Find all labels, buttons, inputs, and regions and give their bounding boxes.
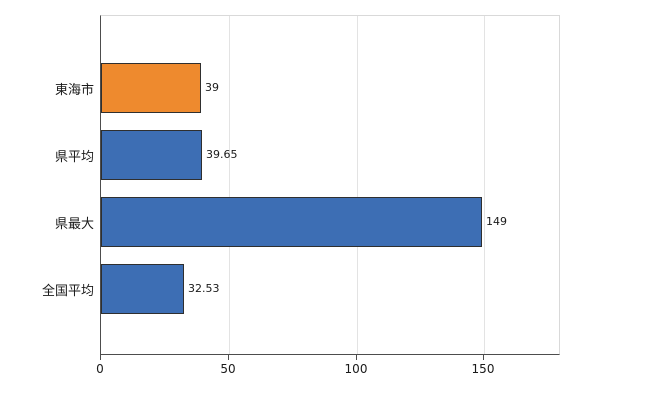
x-tick-mark [228,355,229,360]
x-tick-label: 100 [344,362,368,376]
gridline [484,16,485,354]
value-label: 39 [205,81,219,94]
x-tick-label: 150 [471,362,495,376]
bar-0 [101,63,201,113]
value-label: 32.53 [188,282,220,295]
bar-3 [101,264,184,314]
bar-2 [101,197,482,247]
x-tick-mark [100,355,101,360]
x-tick-label: 50 [220,362,236,376]
bar-1 [101,130,202,180]
category-label: 県最大 [54,217,94,232]
gridline [357,16,358,354]
value-label: 39.65 [206,148,238,161]
gridline [229,16,230,354]
category-label: 全国平均 [41,284,94,299]
x-tick-mark [483,355,484,360]
x-tick-mark [356,355,357,360]
category-label: 県平均 [54,150,94,165]
x-tick-label: 0 [96,362,104,376]
category-label: 東海市 [54,83,94,98]
value-label: 149 [486,215,507,228]
plot-area: 39 39.65 149 32.53 [100,15,560,355]
